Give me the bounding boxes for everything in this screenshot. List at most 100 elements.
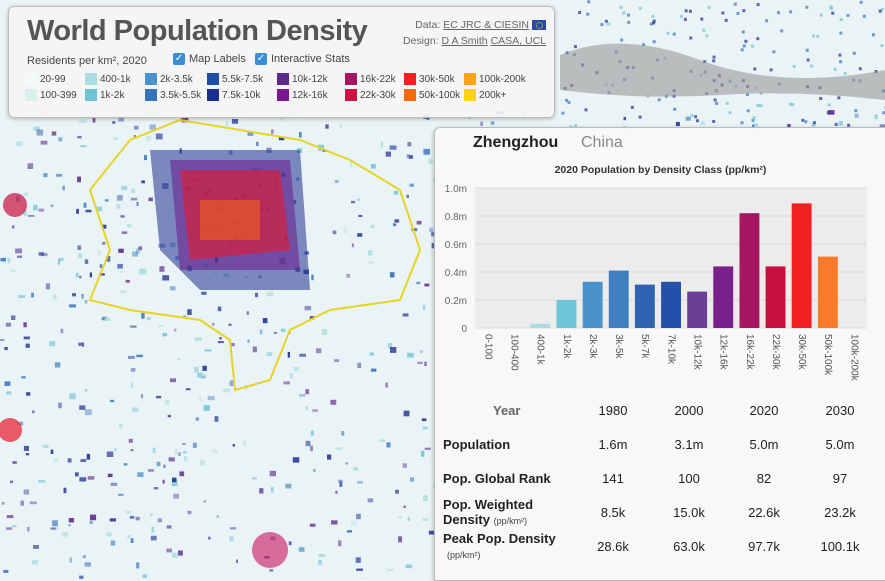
legend-label: 30k-50k <box>419 74 455 85</box>
legend-item: 2k-3.5k <box>145 73 193 85</box>
legend-item: 12k-16k <box>277 89 328 101</box>
legend-swatch <box>25 73 37 85</box>
legend-swatch <box>85 89 97 101</box>
bar-12k-16k[interactable] <box>713 266 733 328</box>
legend-item: 7.5k-10k <box>207 89 260 101</box>
legend-item: 3.5k-5.5k <box>145 89 201 101</box>
legend-item: 1k-2k <box>85 89 124 101</box>
legend-item: 5.5k-7.5k <box>207 73 263 85</box>
legend-label: 1k-2k <box>100 90 124 101</box>
legend-swatch <box>25 89 37 101</box>
x-tick-label: 1k-2k <box>561 334 572 359</box>
x-tick-label: 400-1k <box>535 334 546 366</box>
design-prefix: Design: <box>403 35 439 47</box>
legend-label: 7.5k-10k <box>222 90 260 101</box>
credits: Data: EC JRC & CIESIN Design: D A Smith … <box>403 17 546 49</box>
bar-30k-50k[interactable] <box>792 203 812 328</box>
x-tick-label: 3k-5k <box>613 334 624 359</box>
x-tick-label: 5k-7k <box>639 334 650 359</box>
legend-label: 12k-16k <box>292 90 328 101</box>
bar-7k-10k[interactable] <box>661 282 681 328</box>
legend-label: 50k-100k <box>419 90 460 101</box>
legend-swatch <box>404 89 416 101</box>
design-author-link[interactable]: D A Smith <box>442 35 488 47</box>
legend-item: 22k-30k <box>345 89 396 101</box>
city-stats-panel: Zhengzhou China 2020 Population by Densi… <box>434 127 885 581</box>
bar-400-1k[interactable] <box>530 324 550 328</box>
legend-swatch <box>277 89 289 101</box>
legend-label: 100-399 <box>40 90 77 101</box>
legend-label: 5.5k-7.5k <box>222 74 263 85</box>
checkmark-icon: ✓ <box>255 53 267 65</box>
x-tick-label: 50k-100k <box>822 334 833 376</box>
legend-swatch <box>345 73 357 85</box>
legend-item: 100k-200k <box>464 73 526 85</box>
legend-swatch <box>145 73 157 85</box>
y-tick-label: 0.8m <box>445 212 467 223</box>
legend-swatch <box>85 73 97 85</box>
page-title: World Population Density <box>27 15 367 48</box>
legend-label: 20-99 <box>40 74 66 85</box>
bar-3k-5k[interactable] <box>609 271 629 328</box>
x-tick-label: 12k-16k <box>718 334 729 371</box>
x-tick-label: 10k-12k <box>691 334 702 371</box>
bar-10k-12k[interactable] <box>687 292 707 328</box>
legend-swatch <box>464 89 476 101</box>
interactive-stats-checkbox[interactable]: ✓Interactive Stats <box>255 53 350 65</box>
bar-1k-2k[interactable] <box>557 300 577 328</box>
x-tick-label: 30k-50k <box>796 334 807 371</box>
eu-flag-icon <box>532 20 546 30</box>
legend-label: 10k-12k <box>292 74 328 85</box>
x-tick-label: 16k-22k <box>744 334 755 371</box>
x-tick-label: 100-400 <box>509 334 520 371</box>
bar-22k-30k[interactable] <box>766 266 786 328</box>
legend-swatch <box>277 73 289 85</box>
map-labels-checkbox[interactable]: ✓Map Labels <box>173 53 246 65</box>
legend-item: 10k-12k <box>277 73 328 85</box>
y-tick-label: 0.4m <box>445 268 467 279</box>
legend-label: 400-1k <box>100 74 131 85</box>
bar-16k-22k[interactable] <box>740 213 760 328</box>
data-source-link[interactable]: EC JRC & CIESIN <box>443 19 529 31</box>
legend-panel: World Population Density Data: EC JRC & … <box>8 6 555 118</box>
legend-label: 2k-3.5k <box>160 74 193 85</box>
bar-5k-7k[interactable] <box>635 285 655 328</box>
legend-swatch <box>345 89 357 101</box>
bar-2k-3k[interactable] <box>583 282 603 328</box>
legend-item: 400-1k <box>85 73 131 85</box>
x-tick-label: 7k-10k <box>665 334 676 365</box>
country-name: China <box>581 134 623 152</box>
legend-item: 200k+ <box>464 89 507 101</box>
legend-swatch <box>207 89 219 101</box>
legend-item: 100-399 <box>25 89 77 101</box>
legend-swatch <box>404 73 416 85</box>
units-label: Residents per km², 2020 <box>27 55 147 67</box>
legend-item: 20-99 <box>25 73 66 85</box>
legend-item: 50k-100k <box>404 89 460 101</box>
bar-50k-100k[interactable] <box>818 257 838 328</box>
x-tick-label: 100k-200k <box>848 334 859 382</box>
legend-label: 22k-30k <box>360 90 396 101</box>
data-prefix: Data: <box>415 19 440 31</box>
chart-title: 2020 Population by Density Class (pp/km²… <box>435 164 885 176</box>
density-bar-chart: 0 0.2m 0.4m 0.6m 0.8m 1.0m 0-100 100-400 400-1k 1… <box>435 176 885 391</box>
checkmark-icon: ✓ <box>173 53 185 65</box>
x-tick-label: 22k-30k <box>770 334 781 371</box>
y-tick-label: 0 <box>461 324 467 335</box>
x-tick-label: 0-100 <box>482 334 493 360</box>
legend-item: 30k-50k <box>404 73 455 85</box>
legend-swatch <box>464 73 476 85</box>
city-name: Zhengzhou <box>473 134 558 152</box>
y-tick-label: 0.2m <box>445 296 467 307</box>
legend-label: 100k-200k <box>479 74 526 85</box>
legend-swatch <box>145 89 157 101</box>
x-tick-label: 2k-3k <box>587 334 598 359</box>
legend-swatch <box>207 73 219 85</box>
legend-label: 3.5k-5.5k <box>160 90 201 101</box>
y-tick-label: 0.6m <box>445 240 467 251</box>
legend-label: 16k-22k <box>360 74 396 85</box>
y-tick-label: 1.0m <box>445 184 467 195</box>
legend-item: 16k-22k <box>345 73 396 85</box>
legend-label: 200k+ <box>479 90 507 101</box>
design-org-link[interactable]: CASA, UCL <box>491 35 546 47</box>
